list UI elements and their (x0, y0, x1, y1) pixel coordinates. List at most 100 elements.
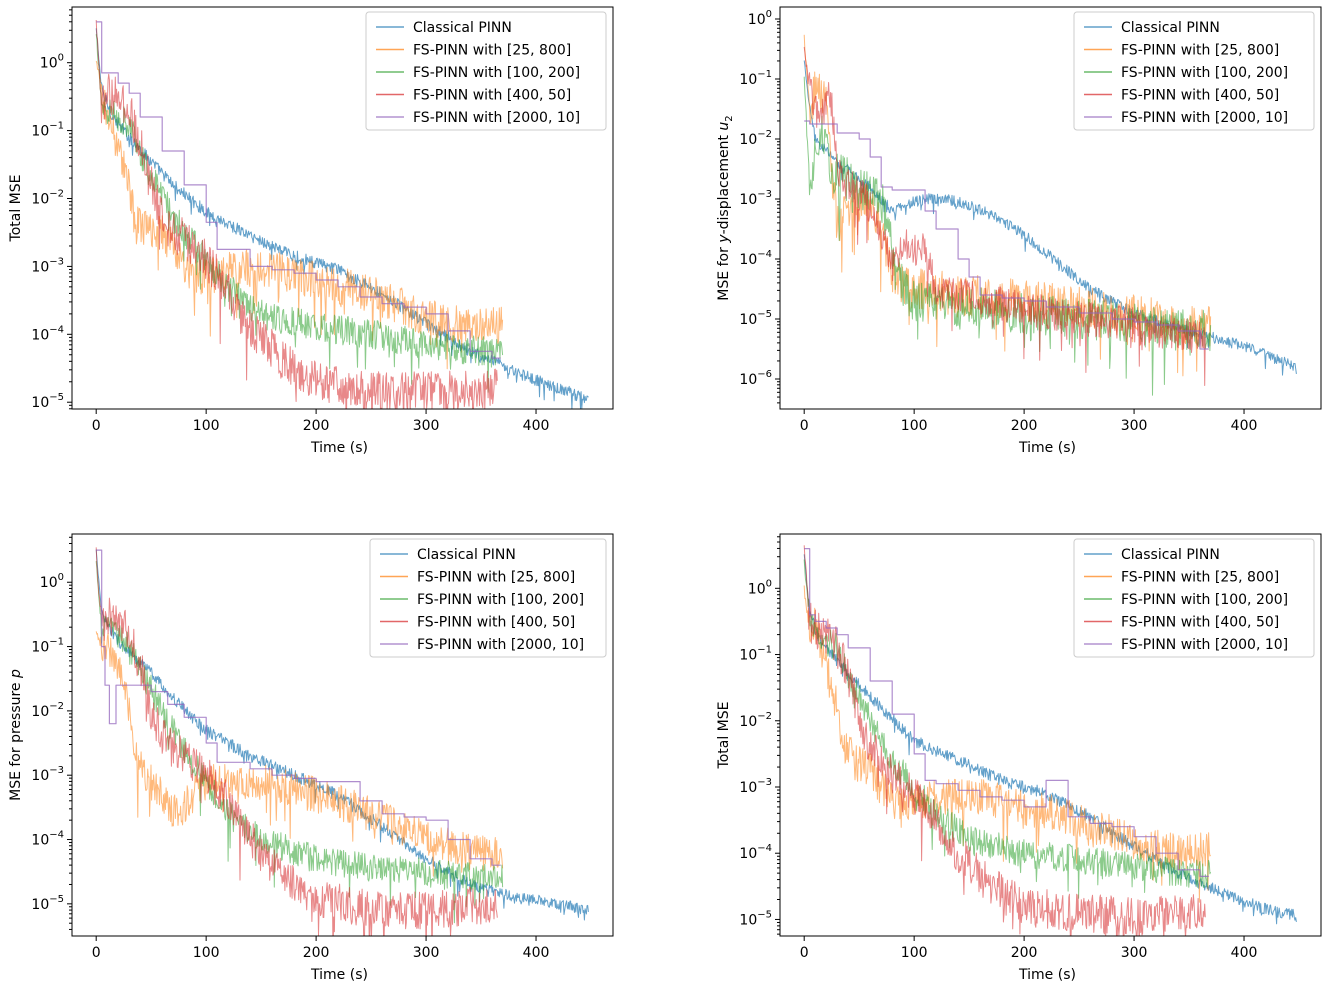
y-tick-exponent: 0 (766, 578, 772, 589)
series-group (803, 34, 1297, 396)
y-tick-base: 10 (31, 124, 49, 140)
y-tick-exponent: −2 (49, 188, 64, 199)
y-tick-exponent: −1 (49, 637, 64, 648)
x-axis-label: Time (s) (1018, 440, 1076, 456)
y-tick-exponent: −1 (757, 69, 772, 80)
y-tick-label: 10−5 (31, 392, 64, 411)
y-tick-base: 10 (31, 327, 49, 343)
plot-frame (71, 533, 614, 937)
series-line-5 (804, 120, 1209, 350)
x-axis-label: Time (s) (1018, 967, 1076, 983)
y-tick-exponent: −5 (49, 392, 64, 403)
series-line-3 (95, 561, 504, 924)
legend-label: FS-PINN with [100, 200] (413, 65, 580, 81)
legend: Classical PINN FS-PINN with [25, 800] FS-P… (369, 538, 607, 658)
legend-label: Classical PINN (1121, 547, 1220, 563)
y-tick-exponent: −4 (757, 843, 772, 854)
y-label-part: y (716, 234, 732, 244)
y-tick-exponent: −2 (757, 711, 772, 722)
y-tick-label: 10−6 (739, 369, 772, 388)
y-tick-base: 10 (40, 56, 58, 72)
x-tick-label: 400 (1231, 945, 1258, 961)
y-tick-base: 10 (739, 312, 757, 328)
x-tick-label: 0 (800, 418, 809, 434)
y-tick-exponent: −6 (757, 369, 772, 380)
y-tick-label: 10−3 (31, 256, 64, 275)
x-tick-label: 200 (1011, 418, 1038, 434)
y-tick-exponent: −3 (49, 765, 64, 776)
x-tick-label: 400 (523, 418, 550, 434)
y-tick-label: 10−2 (31, 188, 64, 207)
y-tick-exponent: −1 (757, 645, 772, 656)
x-tick-label: 200 (303, 418, 330, 434)
y-tick-label: 10−5 (739, 909, 772, 928)
x-tick-label: 200 (303, 945, 330, 961)
chart-4: 0 100 200 300 40010010−110−210−310−410−5Time… (716, 533, 1322, 983)
y-tick-base: 10 (739, 372, 757, 388)
x-tick-label: 0 (800, 945, 809, 961)
y-axis-label: MSE for pressure p (8, 669, 24, 801)
legend-label: FS-PINN with [2000, 10] (417, 637, 584, 653)
y-tick-base: 10 (748, 12, 766, 28)
y-tick-base: 10 (748, 581, 766, 597)
series-line-3 (95, 34, 504, 393)
legend: Classical PINN FS-PINN with [25, 800] FS-P… (1073, 538, 1315, 658)
y-tick-base: 10 (739, 846, 757, 862)
legend-label: FS-PINN with [25, 800] (1121, 570, 1279, 586)
x-axis-label: Time (s) (310, 440, 368, 456)
y-tick-base: 10 (31, 704, 49, 720)
x-tick-label: 200 (1011, 945, 1038, 961)
series-line-1 (803, 60, 1297, 376)
y-tick-base: 10 (31, 395, 49, 411)
y-tick-base: 10 (739, 912, 757, 928)
legend-label: FS-PINN with [400, 50] (1121, 615, 1279, 631)
x-tick-label: 100 (901, 945, 928, 961)
chart-1: 0 100 200 300 40010010−110−210−310−410−5Time… (8, 6, 614, 456)
y-label-part: -displacement (716, 131, 732, 235)
series-line-5 (96, 549, 501, 866)
y-tick-label: 10−3 (739, 189, 772, 208)
series-line-5 (96, 21, 501, 359)
y-tick-base: 10 (31, 640, 49, 656)
y-tick-label: 10−1 (739, 69, 772, 88)
series-line-3 (803, 559, 1212, 899)
legend: Classical PINN FS-PINN with [25, 800] FS-P… (365, 11, 607, 131)
y-tick-label: 10−4 (739, 843, 772, 862)
legend-label: FS-PINN with [25, 800] (413, 43, 571, 59)
chart-3: 0 100 200 300 40010010−110−210−310−410−5Time… (8, 533, 614, 983)
y-label-part: u (716, 122, 732, 131)
legend-label: FS-PINN with [2000, 10] (1121, 637, 1288, 653)
legend-label: FS-PINN with [2000, 10] (413, 110, 580, 126)
series-line-2 (95, 60, 504, 370)
y-tick-label: 100 (40, 572, 64, 591)
y-tick-label: 100 (748, 9, 772, 28)
y-tick-base: 10 (739, 132, 757, 148)
legend-label: Classical PINN (417, 547, 516, 563)
x-tick-label: 100 (193, 945, 220, 961)
y-tick-base: 10 (31, 259, 49, 275)
chart-2: 0 100 200 300 40010010−110−210−310−410−510−6… (716, 6, 1322, 456)
y-tick-label: 10−1 (31, 121, 64, 140)
legend-frame (1073, 538, 1315, 658)
y-tick-label: 10−1 (31, 637, 64, 656)
y-tick-label: 10−2 (31, 701, 64, 720)
y-tick-exponent: 0 (58, 572, 64, 583)
y-tick-exponent: 0 (58, 53, 64, 64)
legend-label: Classical PINN (1121, 20, 1220, 36)
series-group (95, 547, 589, 936)
y-tick-base: 10 (40, 575, 58, 591)
x-tick-label: 300 (1121, 945, 1148, 961)
y-axis-label: MSE for y-displacement u2 (716, 115, 735, 300)
x-tick-label: 300 (413, 945, 440, 961)
y-tick-exponent: −4 (757, 249, 772, 260)
y-tick-label: 10−5 (739, 309, 772, 328)
series-line-1 (803, 554, 1297, 925)
legend-label: FS-PINN with [100, 200] (1121, 65, 1288, 81)
y-label-subscript: 2 (724, 115, 735, 121)
legend: Classical PINN FS-PINN with [25, 800] FS-P… (1073, 11, 1315, 131)
y-tick-exponent: −2 (49, 701, 64, 712)
x-tick-label: 0 (92, 945, 101, 961)
legend-label: FS-PINN with [400, 50] (413, 88, 571, 104)
y-tick-exponent: −4 (49, 830, 64, 841)
